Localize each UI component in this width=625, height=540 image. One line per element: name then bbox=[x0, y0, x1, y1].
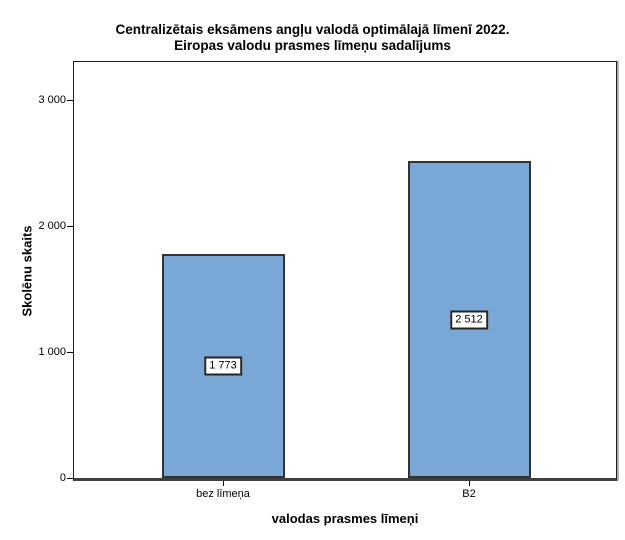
x-axis-category-label: bez līmeņa bbox=[196, 488, 250, 500]
y-axis-tick-label: 3 000 bbox=[38, 94, 66, 106]
x-axis-title: valodas prasmes līmeņi bbox=[271, 511, 419, 526]
chart-title: Centralizētais eksāmens angļu valodā opt… bbox=[0, 22, 625, 54]
y-axis-tick bbox=[67, 100, 73, 101]
y-axis-tick-label: 1 000 bbox=[38, 346, 66, 358]
y-axis-tick bbox=[67, 352, 73, 353]
chart-title-line2: Eiropas valodu prasmes līmeņu sadalījums bbox=[174, 38, 451, 53]
y-axis-title: Skolēnu skaits bbox=[19, 225, 35, 317]
chart-title-line1: Centralizētais eksāmens angļu valodā opt… bbox=[115, 22, 510, 37]
x-axis-tick bbox=[469, 481, 470, 486]
bar-value-label: 1 773 bbox=[204, 356, 242, 376]
x-axis-tick bbox=[223, 481, 224, 486]
y-axis-tick-label: 0 bbox=[59, 472, 66, 484]
y-axis-tick bbox=[67, 226, 73, 227]
x-axis-category-label: B2 bbox=[462, 488, 476, 500]
plot-area: 1 773 2 512 bbox=[73, 61, 617, 481]
y-axis-tick-label: 2 000 bbox=[38, 220, 66, 232]
bar-value-label: 2 512 bbox=[450, 310, 488, 330]
y-axis-tick bbox=[67, 478, 73, 479]
